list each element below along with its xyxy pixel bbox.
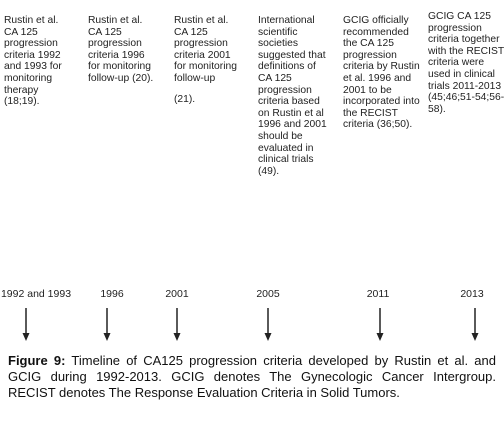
- entry-line: definitions of: [258, 61, 316, 73]
- entry-line: evaluated in: [258, 142, 314, 154]
- entry-line: used in clinical: [428, 68, 495, 80]
- entry-line: progression: [174, 38, 228, 50]
- arrow-head: [173, 333, 181, 341]
- year-label: 2001: [165, 288, 189, 300]
- entry-line: GCIG CA 125: [428, 11, 491, 22]
- entry-line: (45;46;51-54;56-: [428, 92, 504, 104]
- entry-line: the RECIST: [343, 107, 398, 119]
- year-label: 2005: [256, 288, 280, 300]
- caption-text: Timeline of CA125 progression criteria d…: [8, 353, 496, 400]
- year-label: 2011: [366, 288, 390, 300]
- entry-line: CA 125: [174, 26, 208, 38]
- entry-line: criteria were: [428, 57, 485, 69]
- timeline-entry: International scientific societies suggeste…: [258, 15, 327, 177]
- arrows: [22, 308, 479, 341]
- year-label: 1992 and 1993: [0, 288, 72, 300]
- entry-line: Rustin et al.: [88, 15, 143, 26]
- arrow-head: [22, 333, 30, 341]
- arrow-head: [376, 333, 384, 341]
- entry-line: criteria 1992: [4, 49, 61, 61]
- entry-line: with the RECIST: [428, 45, 504, 57]
- entry-line: CA 125: [258, 72, 292, 84]
- entry-line: follow-up: [174, 72, 216, 84]
- entry-line: on Rustin et al: [258, 107, 324, 119]
- entry-line: (18;19).: [4, 96, 40, 108]
- entry-line: 1996 and 2001: [258, 119, 327, 131]
- entry-line: CA 125: [4, 26, 38, 38]
- entry-line: incorporated into: [343, 96, 420, 108]
- entry-line: GCIG officially: [343, 15, 409, 26]
- entry-line: scientific: [258, 26, 298, 38]
- entry-line: criteria together: [428, 34, 500, 46]
- year-label: 1996: [100, 288, 124, 300]
- entry-line: trials 2011-2013: [428, 80, 502, 92]
- entry-line: progression: [258, 84, 312, 96]
- entry-line: CA 125: [88, 26, 122, 38]
- timeline-entry: GCIG officially recommended the CA 125 prog…: [343, 15, 420, 131]
- entry-line: progression: [428, 22, 482, 34]
- entry-line: follow-up (20).: [88, 72, 154, 84]
- entry-line: suggested that: [258, 49, 326, 61]
- arrow-head: [103, 333, 111, 341]
- entry-line: monitoring: [4, 72, 53, 84]
- entry-line: for monitoring: [88, 61, 151, 73]
- entry-line: 58).: [428, 103, 446, 115]
- entry-line: recommended: [343, 26, 409, 38]
- caption-label: Figure 9:: [8, 353, 66, 368]
- entry-line: Rustin et al.: [4, 15, 59, 26]
- entry-line: 2001 to be: [343, 84, 392, 96]
- entry-line: Rustin et al.: [174, 15, 229, 26]
- arrow-head: [264, 333, 272, 341]
- entry-line: (21).: [174, 93, 196, 105]
- entry-line: clinical trials: [258, 154, 314, 166]
- entry-line: International: [258, 15, 315, 26]
- timeline-entry: GCIG CA 125 progression criteria together w…: [428, 11, 504, 115]
- entry-line: should be: [258, 130, 303, 142]
- entry-line: criteria by Rustin: [343, 61, 420, 73]
- entry-line: et al. 1996 and: [343, 72, 412, 84]
- entry-line: criteria 1996: [88, 49, 145, 61]
- entry-line: progression: [4, 38, 58, 50]
- entry-line: for monitoring: [174, 61, 237, 73]
- entry-line: and 1993 for: [4, 61, 62, 73]
- timeline-entry: Rustin et al. CA 125 progression criteria 2…: [174, 15, 237, 105]
- entry-line: therapy: [4, 84, 39, 96]
- entry-line: (49).: [258, 165, 280, 177]
- year-label: 2013: [460, 288, 484, 300]
- entry-line: criteria based: [258, 96, 320, 108]
- arrow-head: [471, 333, 479, 341]
- timeline-entry: Rustin et al. CA 125 progression criteria 1…: [88, 15, 153, 85]
- entry-line: progression: [88, 38, 142, 50]
- entry-line: progression: [343, 49, 397, 61]
- timeline-entry: Rustin et al. CA 125 progression criteria 1…: [4, 15, 62, 108]
- entry-line: criteria (36;50).: [343, 119, 413, 131]
- entry-line: criteria 2001: [174, 49, 231, 61]
- entry-line: the CA 125: [343, 38, 394, 50]
- entry-line: societies: [258, 38, 299, 50]
- caption: Figure 9: Timeline of CA125 progression …: [8, 353, 496, 401]
